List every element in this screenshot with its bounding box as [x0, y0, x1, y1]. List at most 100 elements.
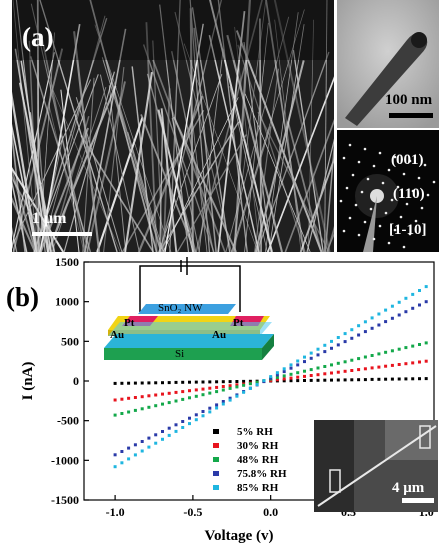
data-point [147, 394, 151, 398]
data-point [154, 381, 158, 385]
data-point [424, 341, 428, 345]
data-point [296, 371, 300, 375]
data-point [323, 365, 327, 368]
data-point [350, 369, 354, 372]
data-point [147, 445, 151, 449]
data-point [411, 377, 415, 381]
data-point [194, 388, 198, 392]
data-point [363, 378, 367, 382]
data-point [363, 320, 367, 324]
tem-image: 100 nm [337, 0, 439, 128]
data-point [289, 366, 293, 370]
data-point [235, 385, 239, 389]
saed-image: (001) (110) [1-10] [337, 130, 439, 252]
data-point [377, 377, 381, 381]
data-point [208, 410, 212, 414]
data-point [181, 380, 185, 384]
data-point [194, 380, 198, 384]
data-point [133, 381, 137, 385]
data-point [363, 367, 367, 371]
data-point [167, 426, 171, 430]
panel-b-label: (b) [6, 282, 39, 312]
data-point [289, 363, 293, 367]
data-point [424, 359, 428, 363]
data-point [269, 379, 273, 383]
data-point [262, 379, 266, 383]
data-point [133, 396, 137, 399]
data-point [235, 380, 239, 383]
y-tick-label: 500 [61, 334, 79, 348]
data-point [208, 386, 212, 390]
sem-scale-label: 1 μm [32, 210, 67, 227]
data-point [411, 306, 415, 310]
data-point [316, 353, 320, 357]
data-point [336, 343, 340, 347]
data-point [330, 371, 333, 375]
sem-scale-bar [32, 232, 92, 236]
tem-scale-bar [389, 113, 433, 118]
data-point [140, 407, 144, 411]
data-point [174, 390, 178, 394]
data-point [303, 369, 306, 373]
data-point [188, 422, 191, 426]
data-point [316, 366, 320, 370]
data-point [188, 389, 191, 393]
legend-swatch [213, 429, 219, 434]
x-tick-label: 0.0 [263, 505, 278, 519]
data-point [357, 357, 361, 361]
data-point [215, 390, 219, 394]
data-point [154, 393, 158, 397]
data-point [357, 324, 361, 328]
data-point [404, 310, 408, 314]
data-point [404, 346, 408, 350]
device-schematic: SnO₂ NW Pt Pt Au Au Si [104, 257, 274, 360]
data-point [397, 377, 401, 381]
data-point [174, 423, 178, 427]
data-point [390, 349, 394, 353]
saed-label-110: (110) [393, 186, 425, 202]
data-point [133, 453, 137, 457]
data-point [215, 385, 219, 389]
data-point [201, 414, 205, 418]
x-tick-label: -1.0 [106, 505, 125, 519]
legend-label: 85% RH [237, 482, 279, 494]
series-30-rh [113, 359, 428, 402]
data-point [397, 347, 401, 351]
data-point [228, 384, 232, 388]
device-sem-inset: 4 μm [314, 420, 438, 512]
data-point [194, 394, 198, 398]
data-point [194, 418, 198, 422]
data-point [343, 369, 347, 373]
data-point [120, 461, 124, 465]
chart-marks [113, 285, 428, 469]
data-point [397, 300, 401, 304]
data-point [221, 388, 225, 392]
data-point [377, 352, 381, 356]
data-point [275, 371, 279, 375]
data-point [316, 378, 320, 382]
data-point [418, 377, 421, 381]
data-point [161, 392, 164, 396]
data-point [330, 363, 333, 367]
data-point [147, 381, 151, 385]
data-point [167, 391, 171, 395]
data-point [188, 396, 191, 400]
schematic-pt-left: Pt [124, 317, 135, 329]
legend-swatch [213, 471, 219, 476]
data-point [390, 316, 394, 320]
data-point [127, 396, 131, 400]
tem-nanowire [337, 0, 439, 128]
data-point [384, 377, 388, 381]
sem-nanowires [12, 0, 334, 252]
data-point [418, 343, 421, 346]
data-point [140, 449, 144, 453]
schematic-au-right: Au [212, 329, 226, 341]
data-point [384, 350, 388, 354]
data-point [113, 413, 117, 417]
data-point [161, 402, 164, 406]
data-point [248, 382, 252, 386]
y-tick-label: -500 [57, 414, 79, 428]
data-point [404, 377, 408, 381]
data-point [390, 304, 394, 308]
data-point [323, 343, 327, 347]
